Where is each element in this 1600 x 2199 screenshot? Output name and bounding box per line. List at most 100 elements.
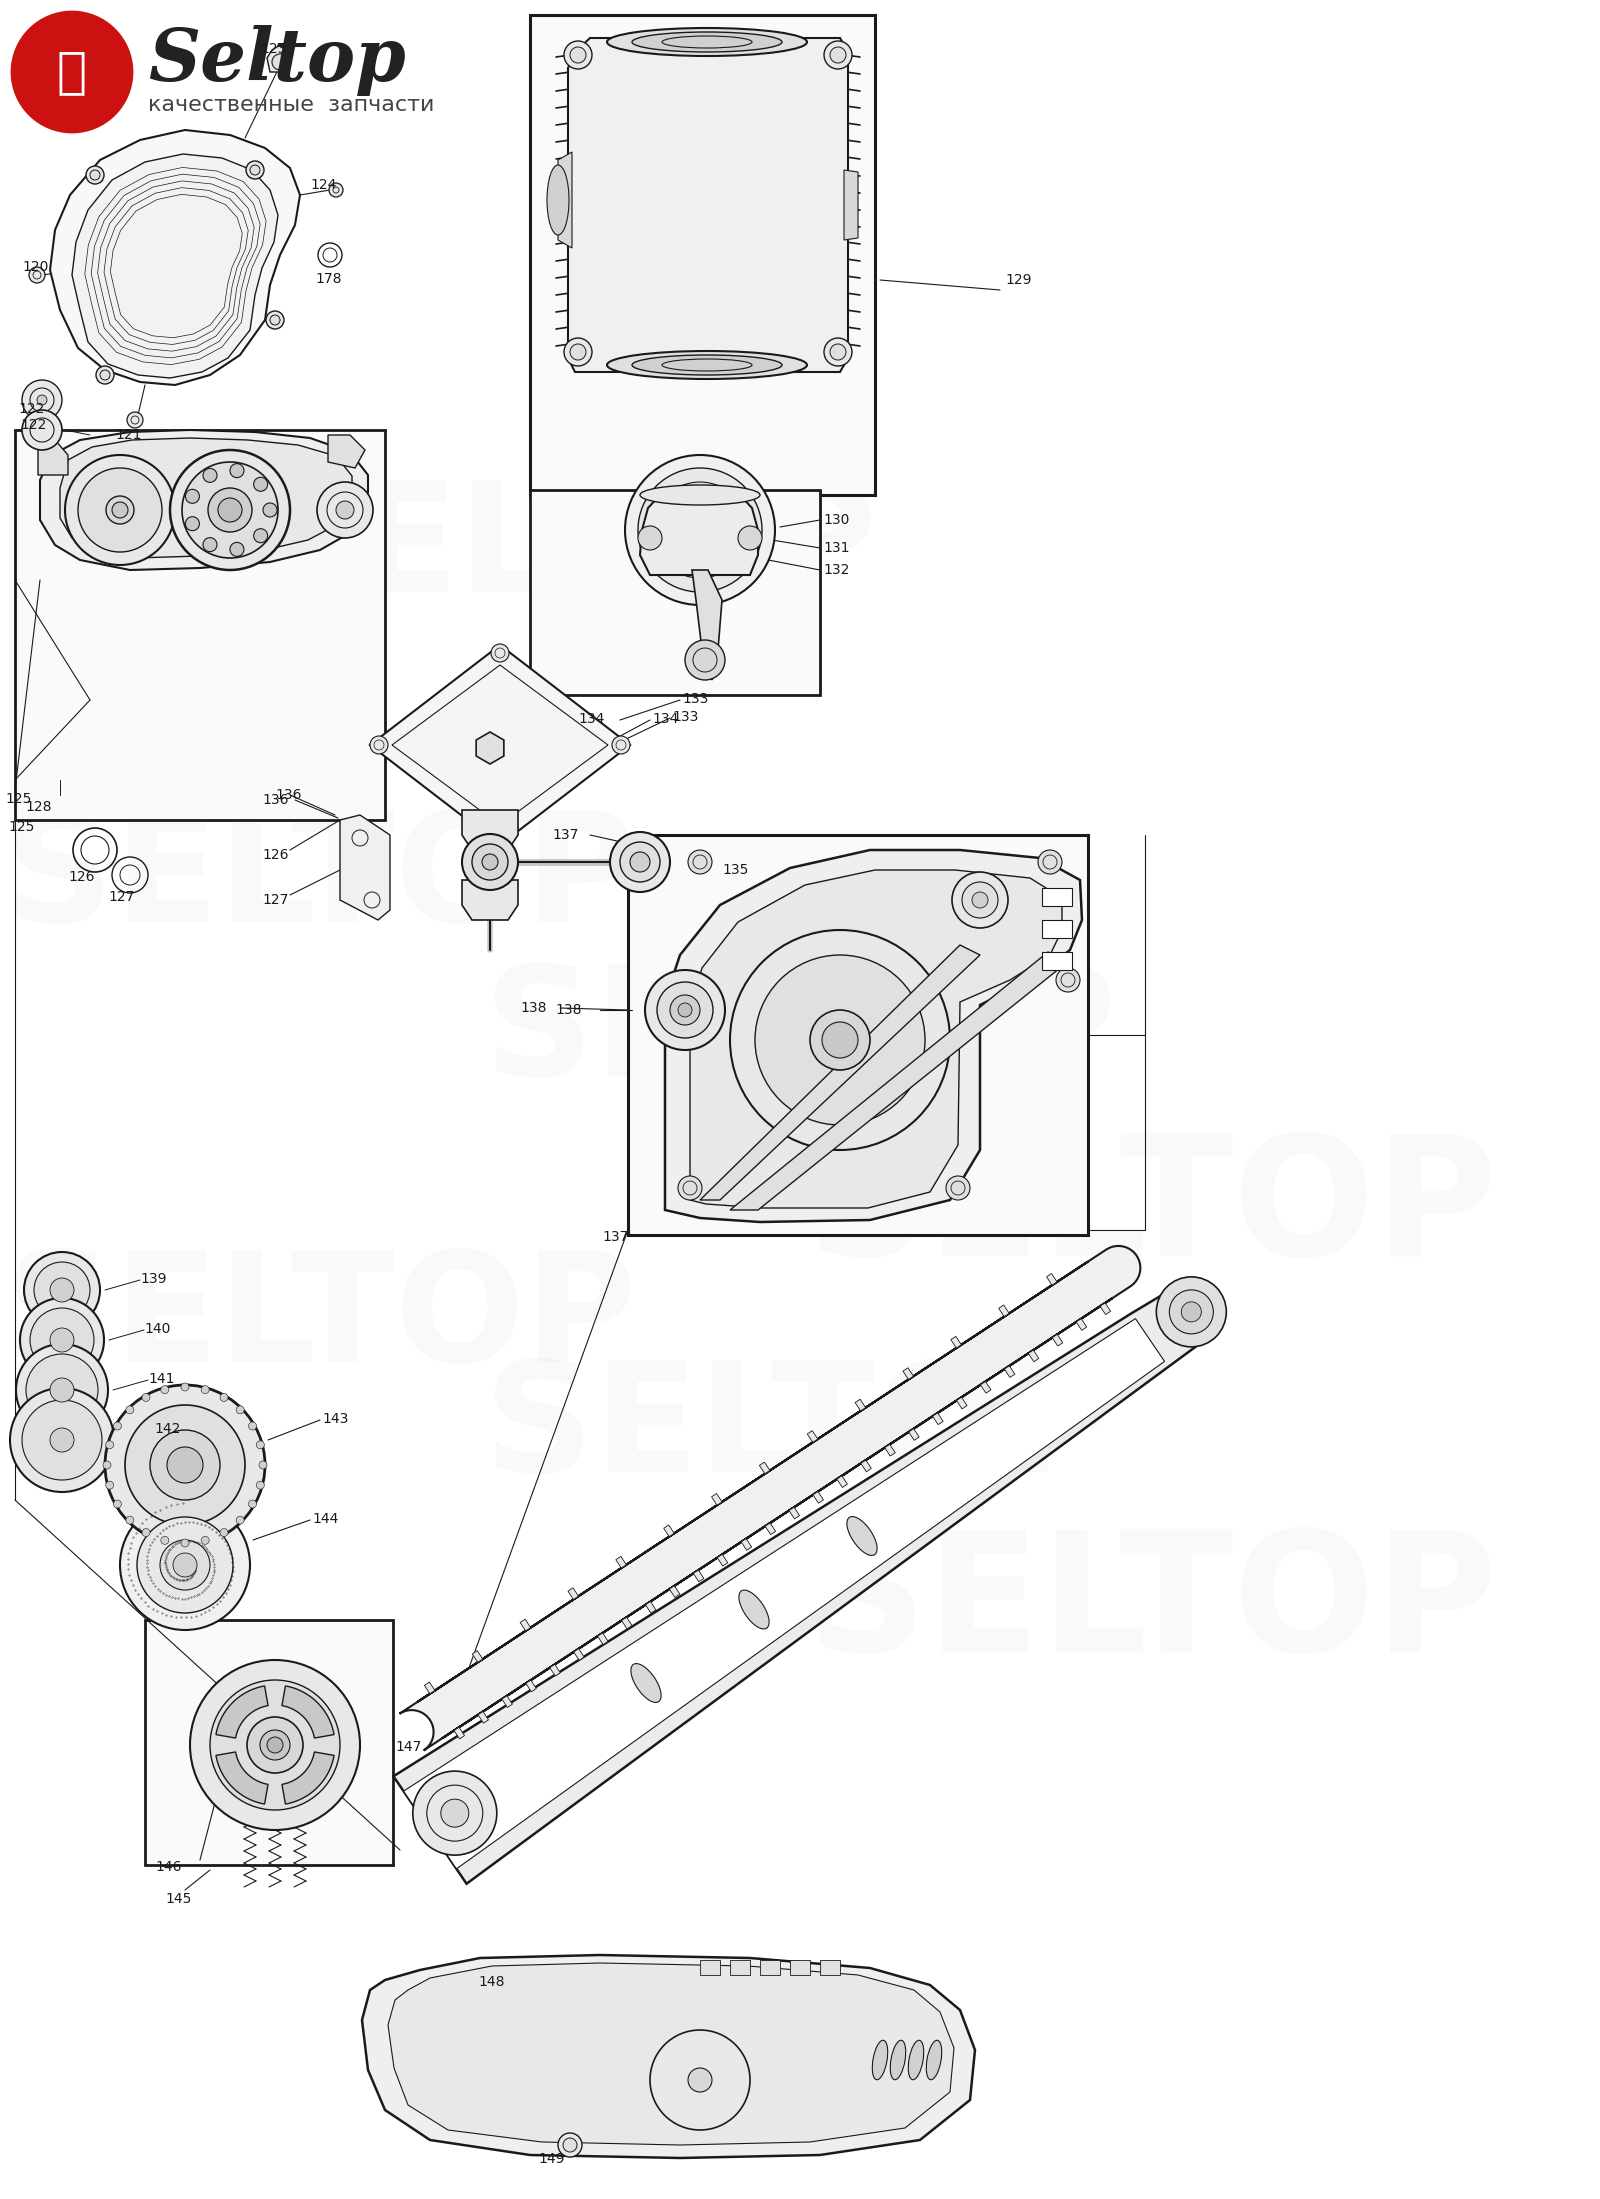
Text: качественные  запчасти: качественные запчасти bbox=[147, 95, 434, 114]
Text: 136: 136 bbox=[262, 794, 288, 807]
Polygon shape bbox=[813, 1491, 824, 1504]
Bar bbox=[627, 836, 1088, 1236]
Circle shape bbox=[50, 1427, 74, 1451]
Circle shape bbox=[96, 365, 114, 385]
Circle shape bbox=[688, 2067, 712, 2091]
Polygon shape bbox=[981, 1381, 990, 1394]
Circle shape bbox=[570, 46, 586, 64]
Circle shape bbox=[230, 464, 243, 477]
Ellipse shape bbox=[630, 1665, 661, 1702]
Polygon shape bbox=[808, 1432, 818, 1443]
Text: 134: 134 bbox=[653, 712, 678, 726]
Text: SELTOP: SELTOP bbox=[483, 1355, 1117, 1504]
Polygon shape bbox=[282, 1687, 334, 1737]
Circle shape bbox=[78, 468, 162, 552]
Circle shape bbox=[413, 1770, 498, 1856]
Circle shape bbox=[218, 497, 242, 521]
Circle shape bbox=[973, 893, 989, 908]
Circle shape bbox=[738, 526, 762, 550]
Polygon shape bbox=[909, 1429, 918, 1440]
Circle shape bbox=[267, 1737, 283, 1753]
Polygon shape bbox=[837, 1476, 848, 1487]
Circle shape bbox=[230, 543, 243, 556]
Circle shape bbox=[266, 310, 285, 330]
Circle shape bbox=[237, 1405, 245, 1414]
Text: 132: 132 bbox=[822, 563, 850, 576]
Bar bbox=[530, 490, 819, 695]
Text: 129: 129 bbox=[1005, 273, 1032, 288]
Text: 148: 148 bbox=[478, 1975, 504, 1990]
Circle shape bbox=[645, 970, 725, 1049]
Circle shape bbox=[90, 169, 99, 180]
Text: 131: 131 bbox=[822, 541, 850, 554]
Circle shape bbox=[638, 468, 762, 592]
Circle shape bbox=[270, 314, 280, 325]
Text: 127: 127 bbox=[109, 891, 134, 904]
Circle shape bbox=[248, 1423, 256, 1429]
Circle shape bbox=[181, 1539, 189, 1548]
Circle shape bbox=[1056, 968, 1080, 992]
Circle shape bbox=[29, 266, 45, 284]
Polygon shape bbox=[790, 1959, 810, 1975]
Text: 127: 127 bbox=[262, 893, 288, 906]
Polygon shape bbox=[61, 438, 352, 559]
Polygon shape bbox=[765, 1524, 776, 1535]
Polygon shape bbox=[387, 1964, 954, 2144]
Ellipse shape bbox=[846, 1517, 877, 1555]
Text: 141: 141 bbox=[147, 1372, 174, 1385]
Circle shape bbox=[330, 183, 342, 198]
Polygon shape bbox=[885, 1445, 896, 1456]
Polygon shape bbox=[902, 1368, 914, 1379]
Circle shape bbox=[237, 1515, 245, 1524]
Text: 126: 126 bbox=[67, 871, 94, 884]
Circle shape bbox=[946, 1176, 970, 1201]
Circle shape bbox=[190, 1660, 360, 1830]
Polygon shape bbox=[664, 1524, 674, 1537]
Circle shape bbox=[150, 1429, 221, 1500]
Circle shape bbox=[162, 1537, 170, 1544]
Circle shape bbox=[99, 369, 110, 380]
Circle shape bbox=[30, 1308, 94, 1372]
Circle shape bbox=[336, 501, 354, 519]
Polygon shape bbox=[454, 1726, 464, 1739]
Polygon shape bbox=[701, 946, 979, 1201]
Circle shape bbox=[138, 1517, 234, 1614]
Circle shape bbox=[22, 380, 62, 420]
Circle shape bbox=[259, 1731, 290, 1759]
Circle shape bbox=[626, 455, 774, 605]
Polygon shape bbox=[1046, 1273, 1058, 1284]
Ellipse shape bbox=[739, 1590, 770, 1629]
Polygon shape bbox=[741, 1539, 752, 1550]
Text: 135: 135 bbox=[722, 862, 749, 877]
Polygon shape bbox=[502, 1695, 512, 1706]
Circle shape bbox=[630, 851, 650, 873]
Polygon shape bbox=[845, 169, 858, 240]
Polygon shape bbox=[1101, 1304, 1110, 1315]
Polygon shape bbox=[1053, 1335, 1062, 1346]
Polygon shape bbox=[400, 1247, 1141, 1750]
Circle shape bbox=[482, 853, 498, 871]
Bar bbox=[1042, 919, 1072, 939]
Polygon shape bbox=[72, 154, 278, 378]
Text: 146: 146 bbox=[155, 1860, 181, 1874]
Circle shape bbox=[182, 462, 278, 559]
Text: 137: 137 bbox=[602, 1229, 629, 1245]
Circle shape bbox=[830, 46, 846, 64]
Polygon shape bbox=[598, 1634, 608, 1645]
Polygon shape bbox=[1005, 1366, 1014, 1377]
Text: 124: 124 bbox=[310, 178, 336, 191]
Text: 139: 139 bbox=[141, 1271, 166, 1286]
Circle shape bbox=[202, 1537, 210, 1544]
Circle shape bbox=[221, 1394, 229, 1401]
Circle shape bbox=[114, 1423, 122, 1429]
Text: 136: 136 bbox=[275, 787, 301, 803]
Text: 138: 138 bbox=[555, 1003, 581, 1016]
Polygon shape bbox=[1029, 1350, 1038, 1361]
Circle shape bbox=[126, 1405, 134, 1414]
Circle shape bbox=[685, 640, 725, 679]
Text: 120: 120 bbox=[22, 259, 48, 275]
Polygon shape bbox=[616, 1557, 626, 1568]
Circle shape bbox=[186, 517, 200, 530]
Circle shape bbox=[611, 737, 630, 754]
Circle shape bbox=[24, 1251, 99, 1328]
